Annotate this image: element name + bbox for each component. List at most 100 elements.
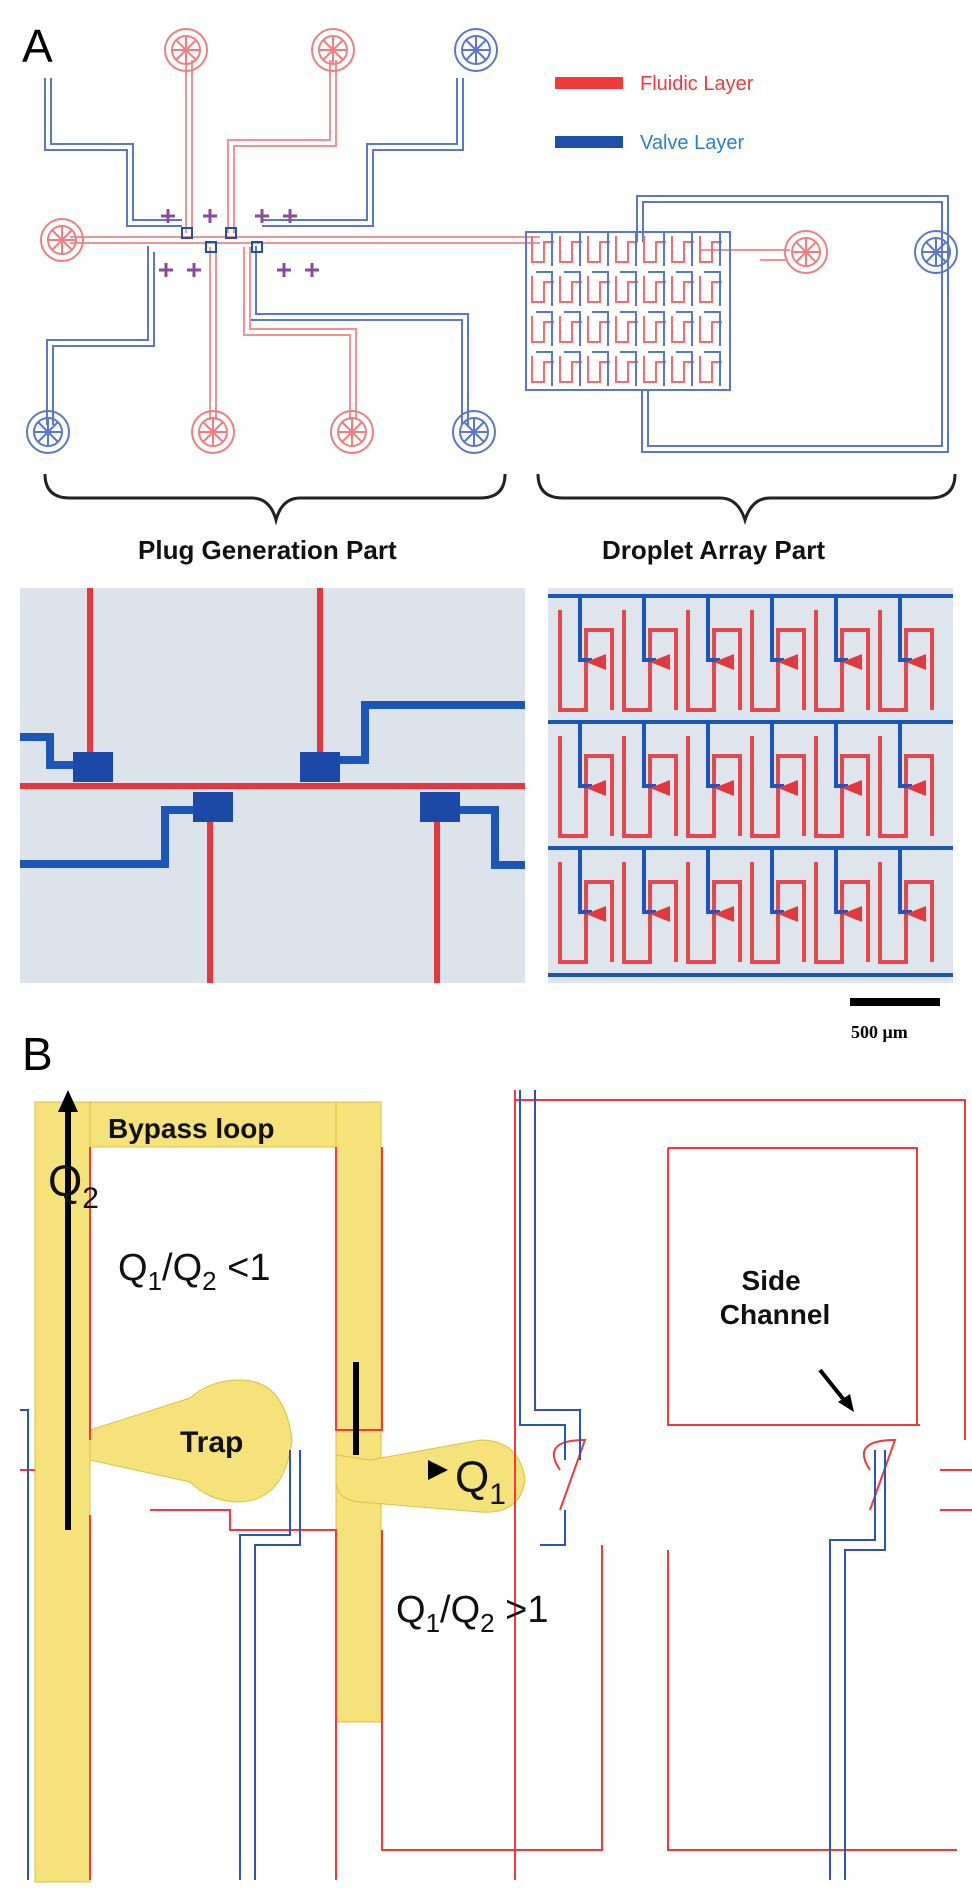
photo-droplet <box>586 654 606 670</box>
array-unit <box>531 356 554 383</box>
photo-valve-unit <box>578 722 592 788</box>
photo-trap-unit <box>558 610 614 712</box>
photo-valve-unit <box>898 596 912 662</box>
photo-valve-unit <box>706 596 720 662</box>
array-valve <box>620 311 637 346</box>
scale-bar <box>850 998 940 1006</box>
array-unit <box>587 236 610 263</box>
photo-droplet <box>714 780 734 796</box>
array-valve <box>620 271 637 306</box>
photo-trap-unit <box>878 736 934 838</box>
photo-trap-unit <box>558 862 614 964</box>
photo-droplet <box>842 654 862 670</box>
port-icon <box>452 410 496 454</box>
plug-generation-label: Plug Generation Part <box>138 535 397 565</box>
array-valve <box>592 351 609 386</box>
array-unit <box>699 356 722 383</box>
array-unit <box>671 316 694 343</box>
plug-generation-photo <box>20 588 525 983</box>
array-unit <box>671 276 694 303</box>
photo-droplet <box>714 906 734 922</box>
photo-droplet <box>586 906 606 922</box>
photo-droplet <box>650 906 670 922</box>
photo-trap-unit <box>750 862 806 964</box>
droplet-array-photo <box>548 588 953 983</box>
photo-trap-unit <box>878 862 934 964</box>
ratio-less-than-label: Q1/Q2 <1 <box>118 1247 271 1296</box>
photo-droplet <box>650 654 670 670</box>
photo-valve-unit <box>834 848 848 914</box>
array-unit <box>531 276 554 303</box>
photo-trap-unit <box>750 736 806 838</box>
legend-valve-swatch <box>555 136 623 148</box>
array-valve <box>704 271 721 306</box>
photo-valve-unit <box>642 722 656 788</box>
array-valve <box>676 311 693 346</box>
array-valve <box>620 351 637 386</box>
port-icon <box>191 410 235 454</box>
q1-label: Q1 <box>455 1453 506 1511</box>
array-unit <box>615 316 638 343</box>
side-channel-label: Side Channel <box>720 1265 830 1330</box>
photo-trap-unit <box>622 862 678 964</box>
photo-trap-unit <box>622 736 678 838</box>
photo-valve-unit <box>770 722 784 788</box>
array-unit <box>643 316 666 343</box>
array-unit <box>643 236 666 263</box>
flow-arrow-q2 <box>58 1090 78 1530</box>
array-unit <box>559 316 582 343</box>
array-unit <box>615 356 638 383</box>
array-unit <box>587 356 610 383</box>
legend-fluidic-swatch <box>555 77 623 89</box>
photo-valve-unit <box>898 848 912 914</box>
scale-bar-label: 500 μm <box>851 1022 908 1042</box>
port-icon <box>40 218 84 262</box>
port-icon <box>784 230 828 274</box>
array-valve <box>704 311 721 346</box>
trap-label: Trap <box>180 1426 243 1459</box>
plug-generation-layout <box>44 60 790 425</box>
photo-valve-unit <box>706 848 720 914</box>
array-valve <box>648 351 665 386</box>
array-valve <box>676 271 693 306</box>
photo-droplet <box>714 654 734 670</box>
photo-droplet <box>650 780 670 796</box>
array-valve <box>676 351 693 386</box>
photo-valve-unit <box>642 848 656 914</box>
array-unit <box>615 236 638 263</box>
brace-droplet-array <box>536 473 957 525</box>
array-unit <box>587 276 610 303</box>
port-icon <box>454 28 498 72</box>
array-valve <box>536 271 553 306</box>
photo-droplet <box>586 780 606 796</box>
array-unit <box>671 236 694 263</box>
photo-droplet <box>778 780 798 796</box>
array-unit <box>531 236 554 263</box>
photo-valve-unit <box>898 722 912 788</box>
photo-trap-unit <box>814 736 870 838</box>
photo-trap-unit <box>814 862 870 964</box>
photo-valve-unit <box>578 848 592 914</box>
array-unit <box>559 276 582 303</box>
panel-a-letter: A <box>22 20 53 72</box>
photo-trap-unit <box>686 862 742 964</box>
photo-valve-unit <box>770 848 784 914</box>
photo-valve-unit <box>834 722 848 788</box>
droplet-array-label: Droplet Array Part <box>602 535 825 565</box>
q2-label: Q2 <box>48 1157 99 1215</box>
photo-valve-unit <box>578 596 592 662</box>
array-unit <box>699 316 722 343</box>
photo-droplet <box>778 654 798 670</box>
photo-trap-unit <box>622 610 678 712</box>
array-unit <box>531 316 554 343</box>
array-unit <box>671 356 694 383</box>
photo-trap-unit <box>686 736 742 838</box>
array-valve <box>648 271 665 306</box>
photo-droplet <box>842 906 862 922</box>
photo-valve-unit <box>706 722 720 788</box>
photo-valve-unit <box>834 596 848 662</box>
array-unit <box>699 236 722 263</box>
bypass-loop-label: Bypass loop <box>108 1113 274 1144</box>
array-frame <box>525 231 731 391</box>
